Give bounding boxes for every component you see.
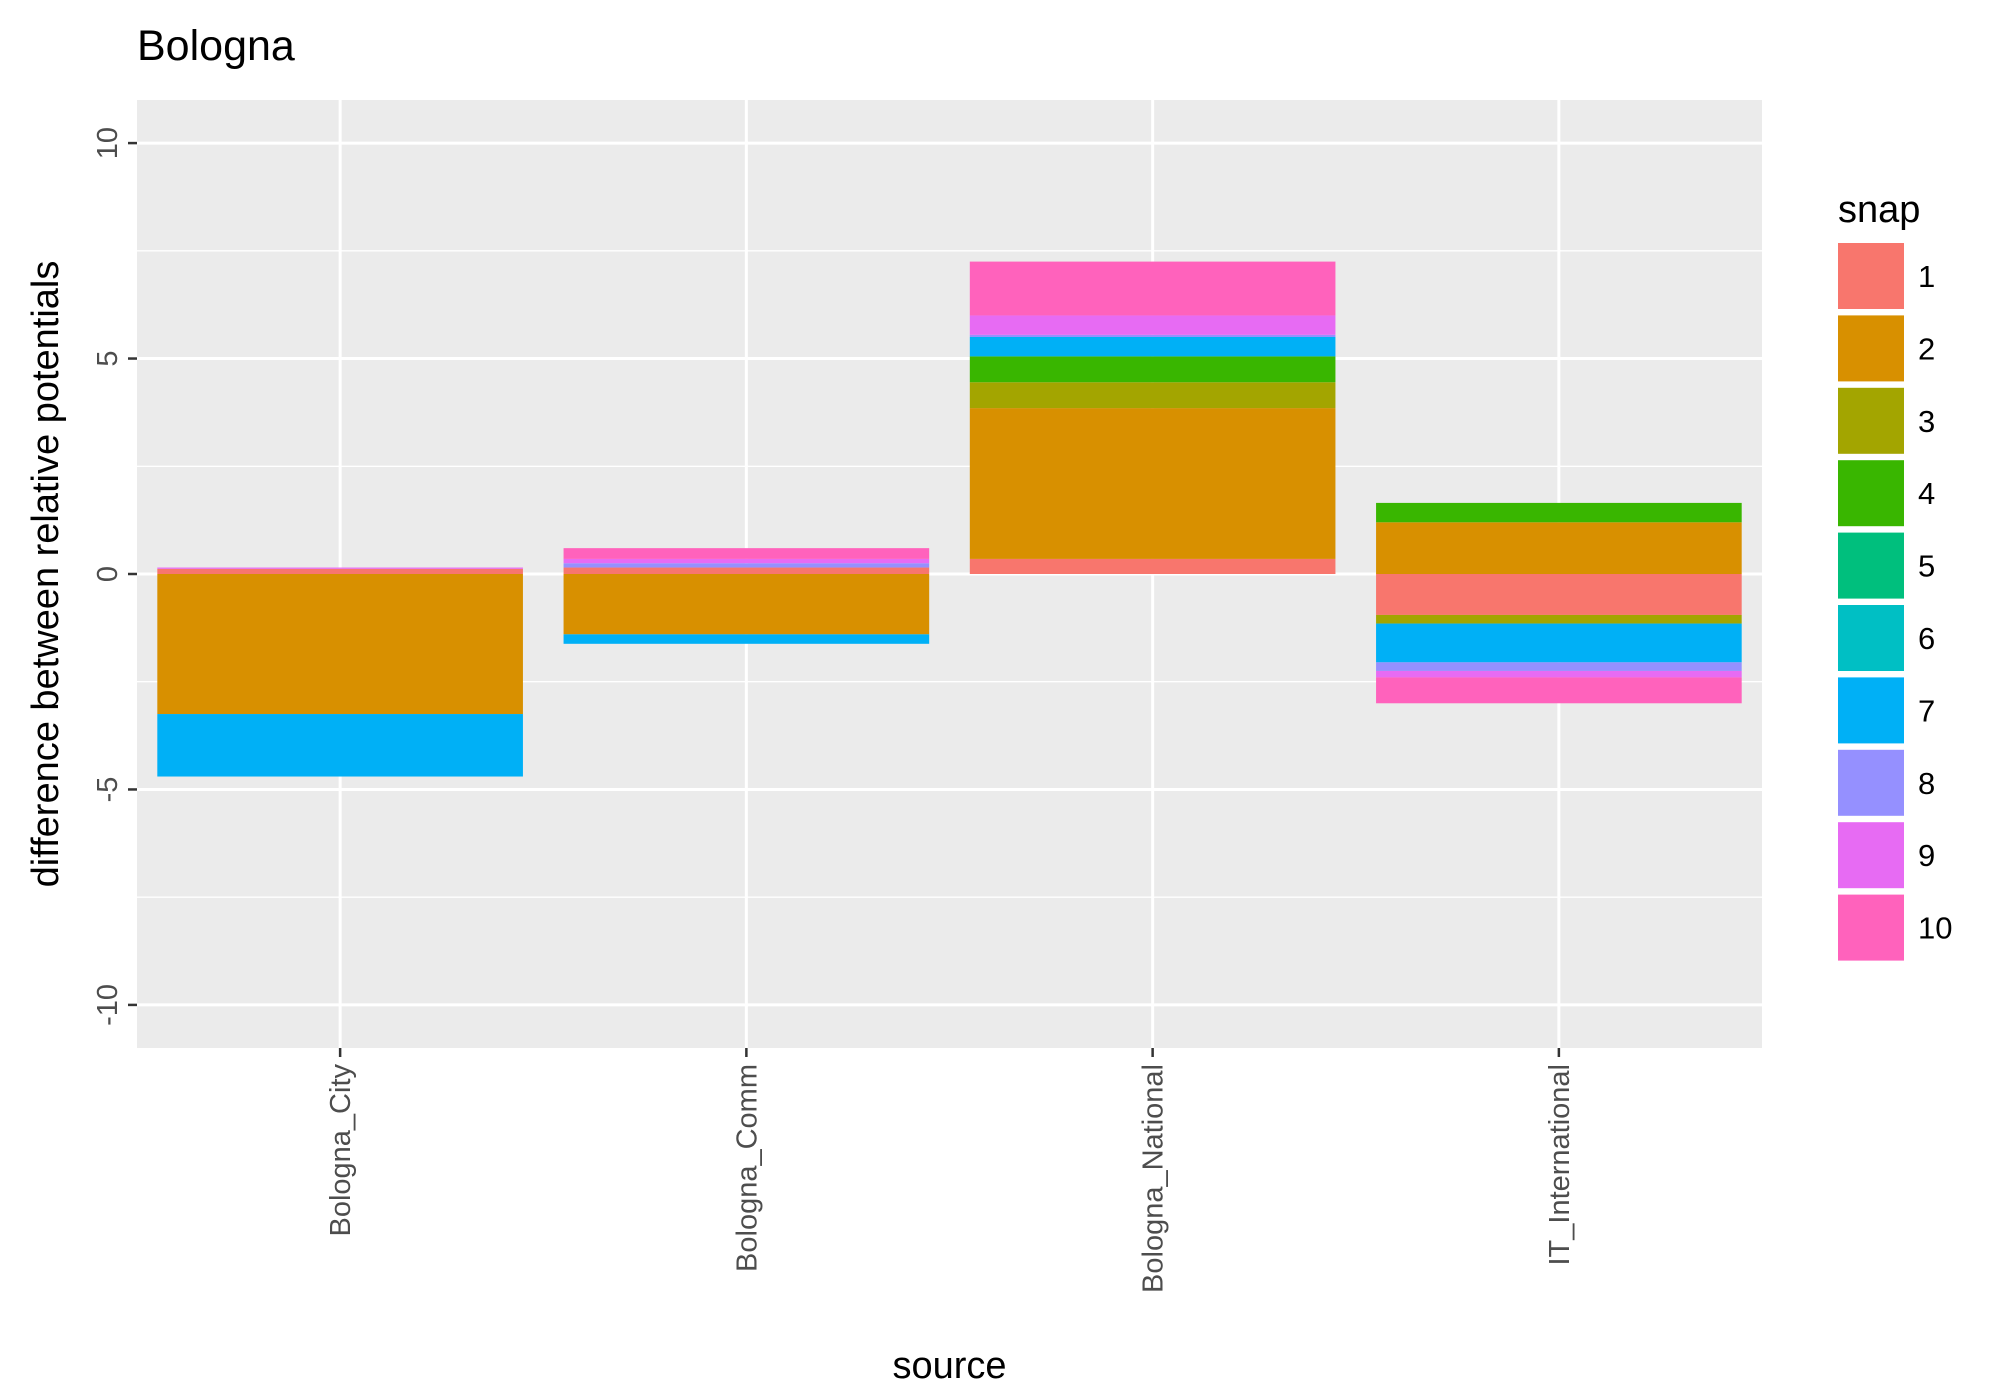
x-axis-title: source [892, 1345, 1006, 1387]
bar-segment [563, 574, 930, 635]
bar-segment [157, 567, 523, 569]
bar-segment [563, 567, 930, 574]
bar-segment [157, 568, 523, 574]
y-tick-label: -5 [92, 777, 124, 803]
bar-segment [1376, 574, 1742, 615]
bar-segment [1376, 614, 1742, 624]
legend-swatch [1838, 605, 1904, 671]
legend-swatch [1838, 243, 1904, 309]
legend-label: 3 [1918, 404, 1935, 439]
bar-segment [1376, 670, 1742, 678]
y-tick-label: 10 [92, 127, 124, 159]
bar-segment [563, 558, 930, 564]
legend-swatch [1838, 894, 1904, 961]
legend-swatch [1838, 677, 1904, 744]
y-tick-label: 0 [92, 566, 124, 582]
bar-segment [969, 408, 1336, 559]
chart-title: Bologna [137, 22, 295, 70]
bar-segment [563, 563, 930, 568]
bar-segment [1376, 662, 1742, 671]
x-tick-label: IT_International [1544, 1064, 1576, 1266]
bar-segment [969, 261, 1336, 316]
bar-segment [157, 714, 523, 777]
legend-label: 7 [1918, 693, 1935, 728]
bar-segment [157, 574, 523, 715]
y-axis-title: difference between relative potentials [25, 261, 67, 888]
legend-swatch [1838, 387, 1904, 454]
bar-segment [563, 634, 930, 644]
bar-segment [969, 315, 1336, 335]
legend-label: 10 [1918, 911, 1952, 946]
legend-swatch [1838, 460, 1904, 527]
legend-swatch [1838, 822, 1904, 889]
bar-segment [969, 558, 1336, 574]
bar-segment [1376, 677, 1742, 704]
legend-label: 5 [1918, 549, 1935, 584]
x-tick-label: Bologna_Comm [731, 1064, 763, 1272]
y-axis: -10 -5 0 5 10 [92, 127, 137, 1026]
x-tick-label: Bologna_National [1138, 1064, 1170, 1293]
bar-segment [969, 356, 1336, 383]
legend-label: 4 [1918, 476, 1935, 511]
legend: snap 1 2 3 4 5 6 7 8 9 10 [1838, 189, 1952, 961]
y-tick-label: 5 [92, 350, 124, 366]
legend-label: 8 [1918, 766, 1935, 801]
bar-segment [969, 334, 1336, 337]
bars [157, 261, 1742, 777]
bar-segment [1376, 623, 1742, 663]
legend-label: 1 [1918, 259, 1935, 294]
legend-swatch [1838, 532, 1904, 599]
bar-segment [1376, 502, 1742, 523]
legend-label: 6 [1918, 621, 1935, 656]
legend-label: 9 [1918, 838, 1935, 873]
legend-label: 2 [1918, 331, 1935, 366]
bar-segment [563, 548, 930, 559]
y-tick-label: -10 [92, 984, 124, 1026]
legend-swatch [1838, 749, 1904, 816]
x-axis: Bologna_City Bologna_Comm Bologna_National… [325, 1048, 1576, 1293]
legend-title: snap [1838, 189, 1920, 231]
x-tick-label: Bologna_City [325, 1064, 357, 1237]
bar-segment [969, 382, 1336, 409]
legend-swatch [1838, 315, 1904, 382]
bar-segment [969, 337, 1336, 357]
bar-segment [1376, 522, 1742, 574]
